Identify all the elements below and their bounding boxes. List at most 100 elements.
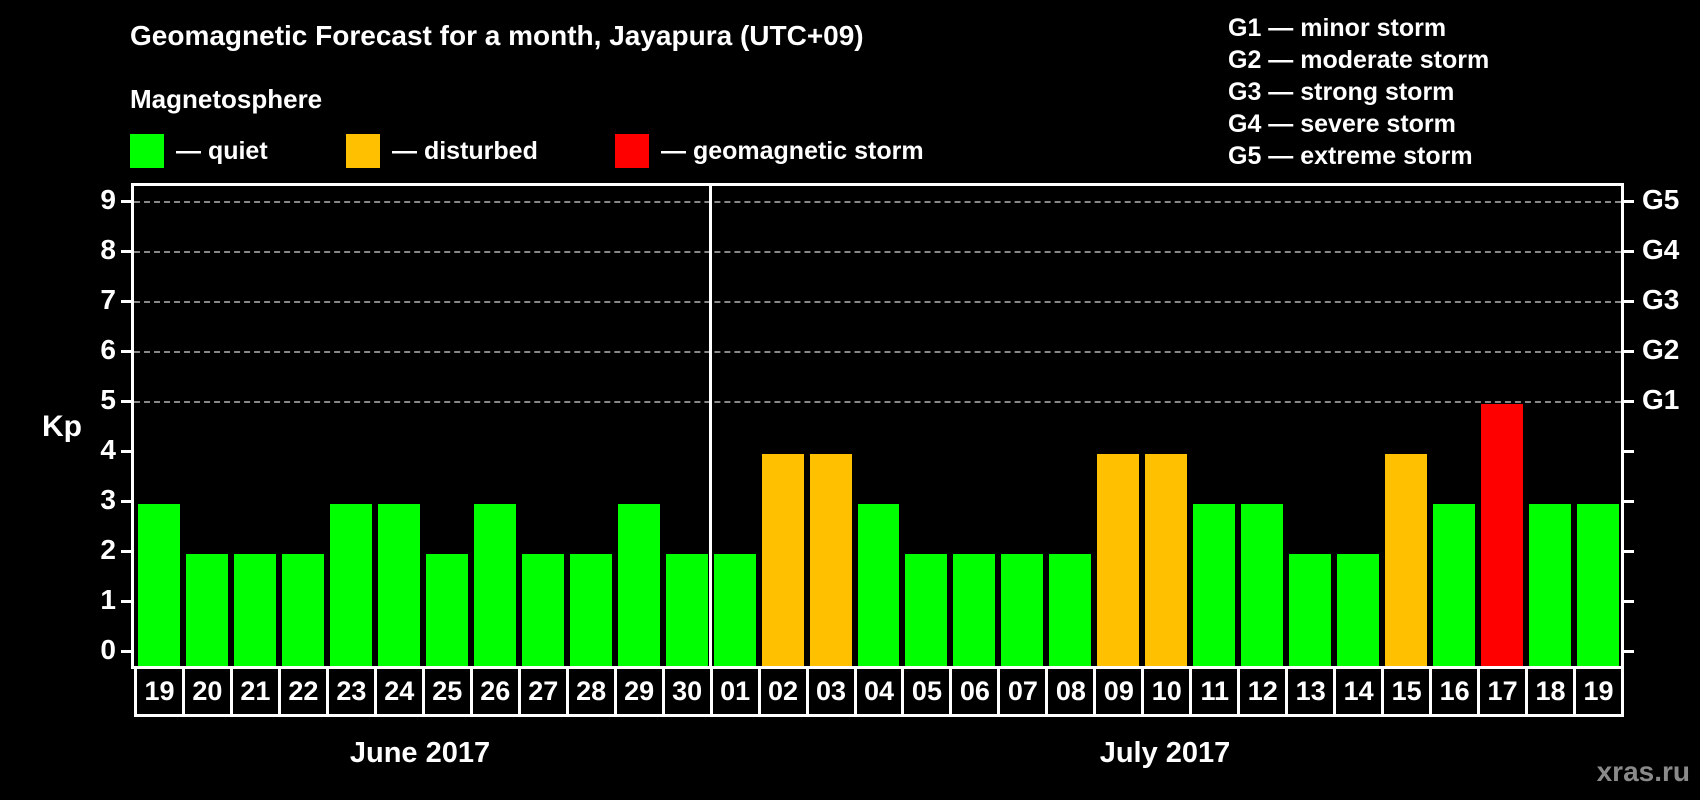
legend-label: — quiet: [176, 136, 268, 165]
kp-bar-quiet: [1001, 554, 1044, 668]
date-label: 20: [181, 669, 230, 717]
y-tick: [121, 300, 131, 303]
kp-bar-quiet: [138, 504, 180, 668]
kp-bar-quiet: [905, 554, 948, 668]
date-label: 04: [853, 669, 902, 717]
date-label: 25: [421, 669, 470, 717]
g-level-label: G4: [1642, 234, 1680, 265]
kp-bar-quiet: [1289, 554, 1332, 668]
y-tick-label: 3: [100, 484, 116, 515]
date-label: 22: [277, 669, 326, 717]
date-label: 28: [565, 669, 614, 717]
kp-bar-disturbed: [761, 454, 804, 668]
disturbed-swatch-icon: [346, 134, 380, 168]
kp-bar-quiet: [185, 554, 228, 668]
date-label: 01: [709, 669, 758, 717]
date-label: 08: [1045, 669, 1094, 717]
y-tick-label: 8: [100, 234, 116, 265]
date-label: 14: [1333, 669, 1382, 717]
date-label: 27: [517, 669, 566, 717]
y-tick-label: 9: [100, 184, 116, 215]
date-label: 24: [373, 669, 422, 717]
kp-bar-quiet: [377, 504, 420, 668]
plot-area: [131, 183, 1624, 668]
g-level-label: G3: [1642, 284, 1680, 315]
quiet-swatch-icon: [130, 134, 164, 168]
date-label: 10: [1141, 669, 1190, 717]
date-label: 29: [613, 669, 662, 717]
y-tick: [121, 500, 131, 503]
date-label: 13: [1285, 669, 1334, 717]
date-label: 17: [1477, 669, 1526, 717]
storm-swatch-icon: [615, 134, 649, 168]
date-label: 03: [805, 669, 854, 717]
y-tick-label: 4: [100, 434, 116, 465]
y-axis-label: Kp: [42, 410, 82, 443]
chart-title: Geomagnetic Forecast for a month, Jayapu…: [130, 20, 864, 51]
y-tick: [121, 250, 131, 253]
legend-item-quiet: — quiet: [130, 134, 268, 168]
kp-bar-disturbed: [1097, 454, 1140, 668]
y-tick: [121, 400, 131, 403]
kp-bar-quiet: [1337, 554, 1380, 668]
g-tick: [1624, 550, 1634, 553]
g-level-label: G5: [1642, 184, 1680, 215]
kp-bar-disturbed: [809, 454, 852, 668]
kp-bar-quiet: [281, 554, 324, 668]
kp-bar-quiet: [473, 504, 516, 668]
legend-item-storm: — geomagnetic storm: [615, 134, 924, 168]
date-label: 11: [1189, 669, 1238, 717]
kp-bar-disturbed: [1145, 454, 1188, 668]
legend-label: — geomagnetic storm: [661, 136, 924, 165]
y-tick-label: 6: [100, 334, 116, 365]
date-label: 16: [1429, 669, 1478, 717]
date-label: 18: [1525, 669, 1574, 717]
kp-bar-storm: [1481, 404, 1524, 668]
kp-bar-quiet: [1529, 504, 1572, 668]
y-tick: [121, 600, 131, 603]
gridline: [134, 401, 1621, 403]
g-tick: [1624, 250, 1634, 253]
date-label: 23: [325, 669, 374, 717]
kp-bar-quiet: [569, 554, 612, 668]
g-tick: [1624, 200, 1634, 203]
month-label-june: June 2017: [349, 737, 491, 769]
x-axis-line: [131, 666, 1624, 669]
legend-item-disturbed: — disturbed: [346, 134, 538, 168]
g-tick: [1624, 600, 1634, 603]
g-level-label: G2: [1642, 334, 1680, 365]
kp-bar-quiet: [953, 554, 996, 668]
g-legend-item: G5 — extreme storm: [1228, 142, 1473, 170]
y-tick-label: 7: [100, 284, 116, 315]
g-legend-item: G1 — minor storm: [1228, 14, 1447, 42]
y-tick: [121, 650, 131, 653]
gridline: [134, 351, 1621, 353]
watermark: xras.ru: [1596, 756, 1690, 787]
y-tick-label: 1: [100, 584, 116, 615]
kp-bar-quiet: [857, 504, 900, 668]
gridline: [134, 251, 1621, 253]
g-scale-legend: G1 — minor storm G2 — moderate storm G3 …: [1228, 12, 1489, 172]
y-tick-label: 5: [100, 384, 116, 415]
date-label: 26: [469, 669, 518, 717]
y-tick: [121, 350, 131, 353]
month-divider: [709, 183, 712, 668]
g-legend-item: G2 — moderate storm: [1228, 46, 1490, 74]
y-tick: [121, 200, 131, 203]
g-tick: [1624, 450, 1634, 453]
kp-bar-quiet: [1241, 504, 1284, 668]
date-label: 12: [1237, 669, 1286, 717]
date-label: 02: [757, 669, 806, 717]
g-legend-item: G3 — strong storm: [1228, 78, 1455, 106]
kp-bar-quiet: [329, 504, 372, 668]
g-tick: [1624, 400, 1634, 403]
g-legend-item: G4 — severe storm: [1228, 110, 1456, 138]
date-label: 05: [901, 669, 950, 717]
kp-bar-disturbed: [1385, 454, 1428, 668]
y-tick-label: 0: [100, 634, 116, 665]
g-level-label: G1: [1642, 384, 1680, 415]
legend-heading: Magnetosphere: [130, 84, 323, 114]
g-tick: [1624, 500, 1634, 503]
date-label: 19: [134, 669, 182, 717]
gridline: [134, 201, 1621, 203]
